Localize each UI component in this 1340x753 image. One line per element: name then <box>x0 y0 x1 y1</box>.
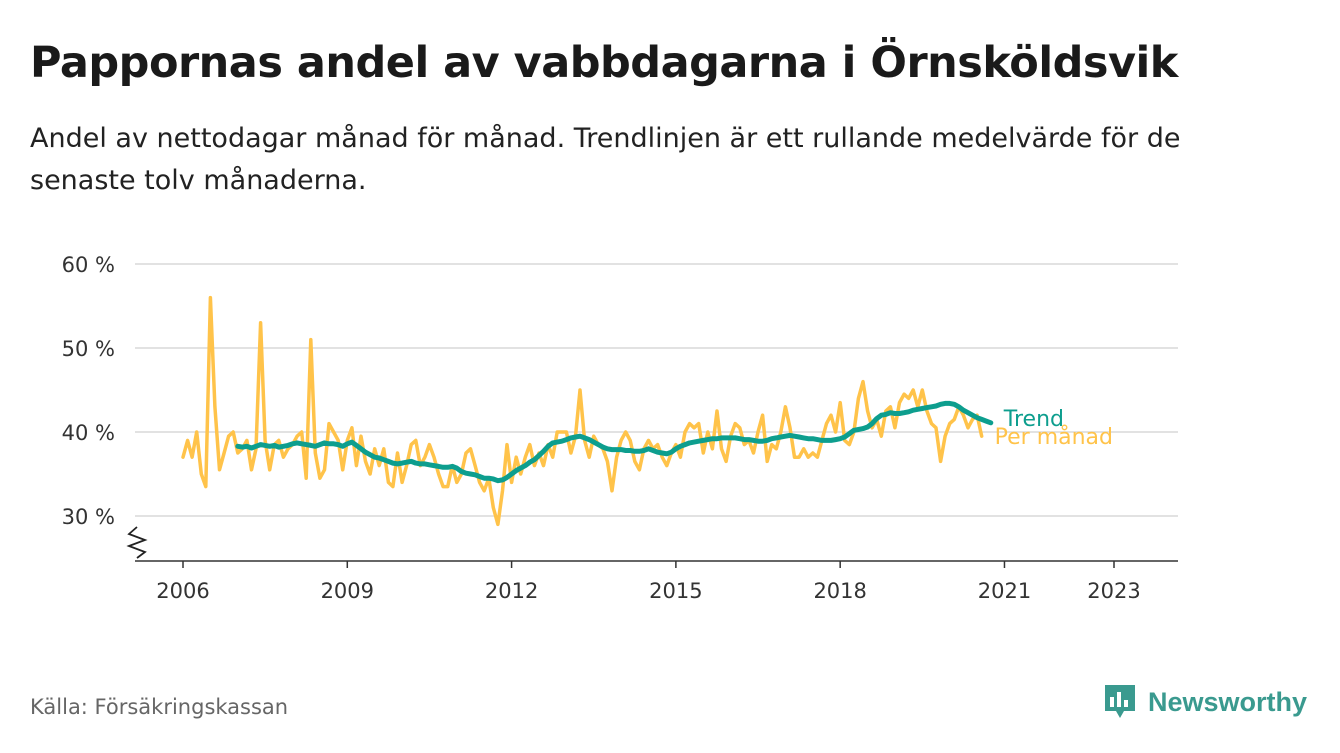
y-tick-label: 60 % <box>62 253 115 277</box>
x-tick-label: 2015 <box>649 579 702 603</box>
x-tick-label: 2006 <box>156 579 209 603</box>
y-axis-break <box>126 526 148 559</box>
x-tick-label: 2009 <box>321 579 374 603</box>
y-tick-label: 40 % <box>62 421 115 445</box>
newsworthy-logo-icon <box>1105 685 1135 718</box>
series-label-trend: Trend <box>1003 407 1064 432</box>
chart-subtitle: Andel av nettodagar månad för månad. Tre… <box>30 123 1181 196</box>
brand-name: Newsworthy <box>1148 686 1308 717</box>
x-tick-label: 2021 <box>978 579 1031 603</box>
brand: Newsworthy <box>1102 682 1307 722</box>
series-line-per-manad <box>181 295 984 527</box>
series-line-trend <box>235 400 994 484</box>
y-tick-label: 50 % <box>62 337 115 361</box>
chart-title: Pappornas andel av vabbdagarna i Örnsköl… <box>30 38 1178 88</box>
x-tick-label: 2023 <box>1087 579 1140 603</box>
x-tick-label: 2012 <box>485 579 538 603</box>
source-note: Källa: Försäkringskassan <box>30 695 289 719</box>
x-tick-label: 2018 <box>813 579 866 603</box>
series-label-per-manad: Per månad <box>995 424 1113 450</box>
y-tick-label: 30 % <box>62 505 115 529</box>
